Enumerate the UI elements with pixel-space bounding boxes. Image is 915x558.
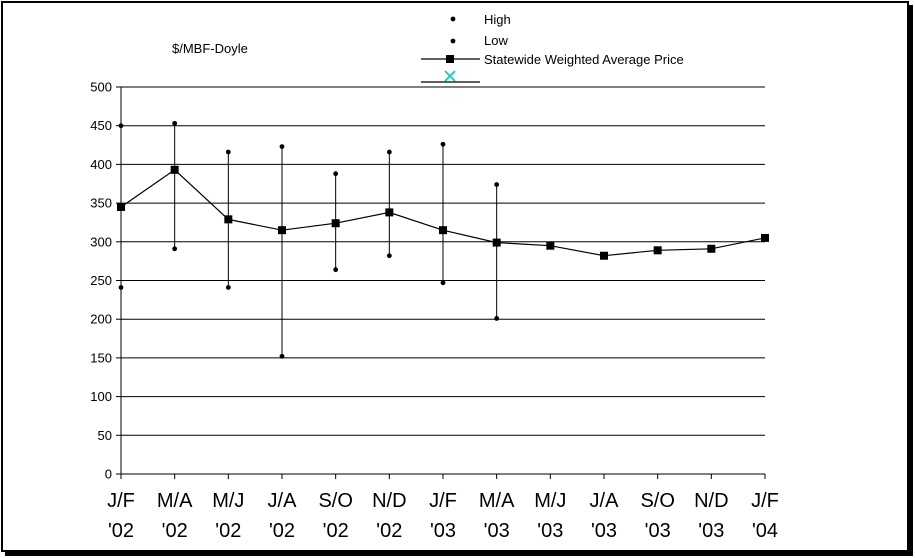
low-point: [172, 246, 178, 252]
y-tick-label: 300: [90, 234, 112, 249]
legend: High Low Statewide Weighted Average Price: [421, 12, 684, 83]
x-tick-label: M/A: [479, 490, 515, 512]
x-tick-label: '03: [591, 520, 617, 542]
average-price-point: [224, 215, 233, 224]
legend-marker-average: [446, 55, 454, 63]
y-tick-label: 50: [98, 428, 112, 443]
legend-label-low: Low: [484, 33, 508, 48]
x-tick-label: '02: [108, 520, 134, 542]
x-tick-label: M/A: [157, 490, 193, 512]
average-price-point: [600, 251, 608, 260]
x-tick-label: '03: [430, 520, 456, 542]
x-tick-labels: J/F '02 M/A '02 M/J '02 J/A '02 S/O '02 N/D '02 J/F '…: [107, 490, 779, 542]
x-tick-label: '03: [645, 520, 671, 542]
high-point: [225, 149, 231, 155]
high-point: [172, 120, 178, 126]
y-tick-label: 0: [105, 467, 112, 482]
average-price-point: [761, 233, 769, 242]
high-point: [494, 182, 500, 187]
legend-marker-high: [450, 16, 456, 22]
high-low-bars: [120, 123, 498, 357]
legend-marker-extra: [444, 70, 456, 82]
low-point: [279, 353, 285, 359]
x-tick-label: '02: [162, 520, 188, 542]
x-tick-label: '02: [269, 520, 295, 542]
average-price-point: [385, 208, 394, 217]
y-tick-label: 100: [90, 389, 112, 404]
low-point: [386, 253, 392, 259]
x-tick-label: N/D: [694, 490, 728, 512]
y-tick-label: 250: [90, 273, 112, 288]
low-point: [494, 316, 500, 321]
average-price-point: [278, 226, 286, 235]
legend-label-high: High: [484, 12, 511, 27]
y-tick-label: 150: [90, 350, 112, 365]
y-tick-label: 450: [90, 118, 112, 133]
x-tick-label: M/J: [212, 490, 244, 512]
low-point: [118, 285, 124, 290]
x-tick-label: J/F: [107, 490, 135, 512]
high-point: [333, 171, 339, 177]
y-tick-label: 200: [90, 312, 112, 327]
x-tick-label: J/A: [590, 490, 620, 512]
x-tick-label: S/O: [640, 490, 674, 512]
axes: [116, 86, 766, 479]
high-point: [118, 123, 124, 129]
average-price-point: [546, 241, 555, 250]
y-tick-label: 350: [90, 196, 112, 211]
y-tick-labels: 0 50 100 150 200 250 300 350 400 450 500: [90, 80, 112, 482]
average-price-point: [707, 244, 716, 253]
average-price-point: [439, 226, 447, 235]
x-tick-label: N/D: [372, 490, 406, 512]
y-tick-label: 400: [90, 157, 112, 172]
x-tick-label: J/F: [429, 490, 457, 512]
high-point: [386, 149, 392, 155]
x-tick-label: J/F: [751, 490, 779, 512]
x-tick-label: '02: [215, 520, 241, 542]
series-layer: [117, 120, 769, 359]
legend-label-average: Statewide Weighted Average Price: [484, 52, 684, 67]
average-price-point: [331, 219, 340, 228]
low-point: [440, 280, 446, 286]
unit-label: $/MBF-Doyle: [172, 41, 248, 56]
x-tick-label: '04: [752, 520, 778, 542]
x-tick-label: M/J: [534, 490, 566, 512]
high-point: [440, 141, 446, 147]
average-price-point: [170, 165, 179, 174]
x-tick-label: '02: [376, 520, 402, 542]
x-tick-label: '02: [323, 520, 349, 542]
y-tick-label: 500: [90, 80, 112, 95]
high-point: [279, 144, 285, 149]
low-point: [225, 285, 231, 290]
low-point: [333, 267, 339, 273]
average-price-point: [117, 202, 125, 211]
x-tick-label: S/O: [318, 490, 352, 512]
average-price-point: [492, 238, 501, 247]
x-tick-label: '03: [537, 520, 563, 542]
x-tick-label: J/A: [268, 490, 298, 512]
legend-marker-low: [450, 38, 456, 44]
average-price-point: [653, 246, 662, 255]
x-tick-label: '03: [698, 520, 724, 542]
x-tick-label: '03: [484, 520, 510, 542]
